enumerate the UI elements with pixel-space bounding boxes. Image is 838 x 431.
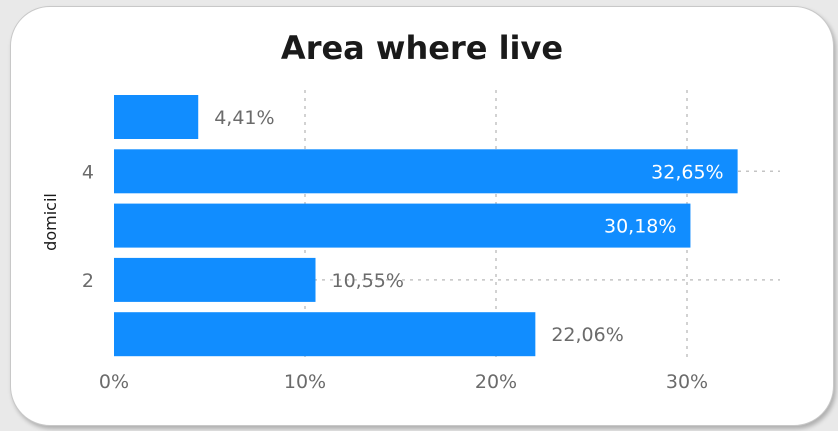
y-tick-label: 2	[82, 270, 94, 292]
data-labels: 4,41% 32,65% 30,18% 10,55% 22,06%	[214, 107, 723, 346]
y-axis-label: domicil	[41, 193, 60, 251]
chart-title: Area where live	[280, 29, 564, 67]
y-axis-ticks: 42	[82, 161, 94, 292]
data-label: 22,06%	[551, 324, 623, 346]
data-label: 32,65%	[651, 161, 723, 183]
data-label: 30,18%	[604, 216, 676, 238]
bar[interactable]	[114, 149, 738, 194]
bars	[114, 95, 738, 357]
data-label: 4,41%	[214, 107, 274, 129]
x-tick-label: 10%	[284, 371, 326, 393]
x-tick-label: 20%	[475, 371, 517, 393]
x-tick-label: 0%	[99, 371, 129, 393]
bar[interactable]	[114, 95, 199, 139]
bar[interactable]	[114, 257, 316, 302]
data-label: 10,55%	[332, 270, 404, 292]
y-tick-label: 4	[82, 161, 94, 183]
x-axis-ticks: 0% 10% 20% 30%	[99, 371, 708, 393]
bar[interactable]	[114, 312, 536, 357]
x-tick-label: 30%	[666, 371, 708, 393]
bar[interactable]	[114, 203, 691, 248]
